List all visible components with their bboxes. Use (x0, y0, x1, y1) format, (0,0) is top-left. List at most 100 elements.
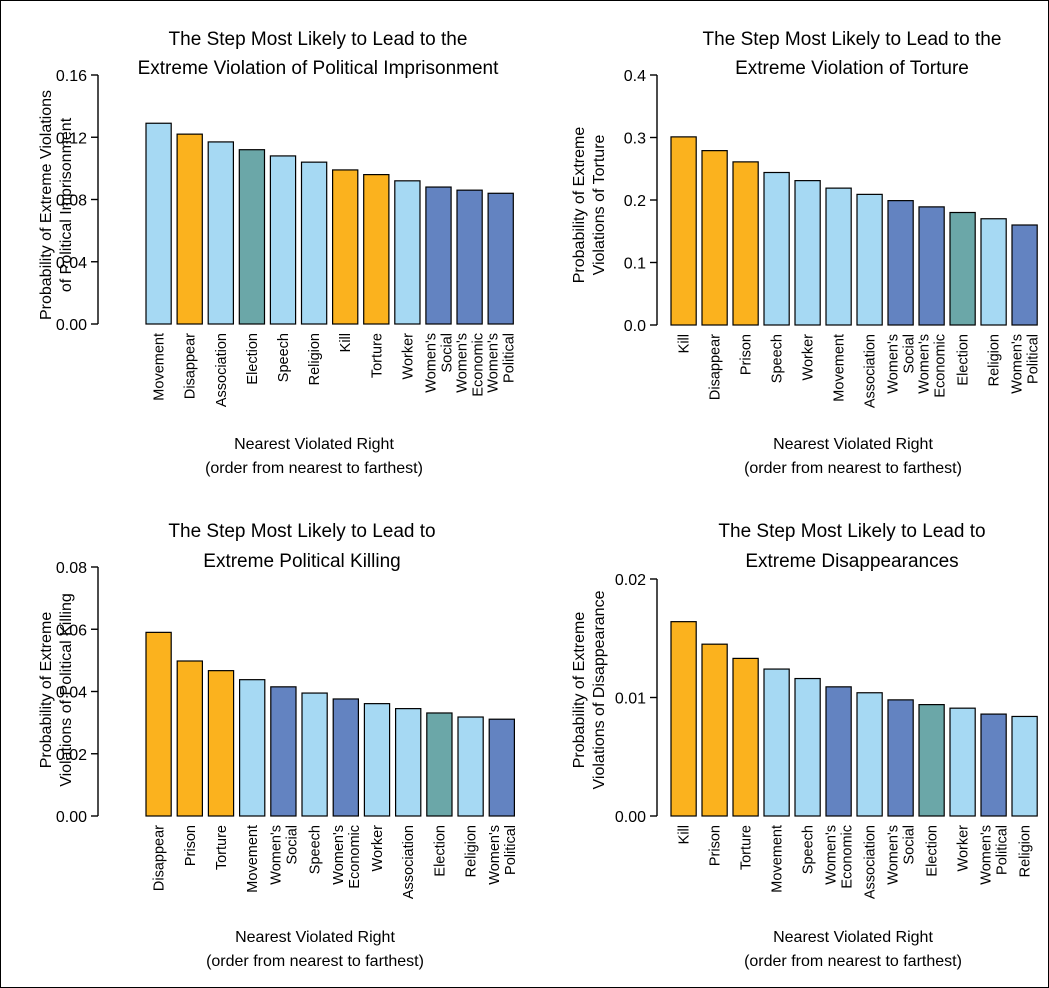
x-tick-label-line: Political (503, 825, 519, 875)
x-tick-label-line: Speech (276, 333, 292, 382)
bar (763, 171, 790, 326)
chart-title-line: The Step Most Likely to Lead to the (703, 29, 1002, 50)
x-tick-label: Prison (183, 825, 199, 866)
x-tick-label-line: Religion (307, 333, 323, 385)
bar (670, 621, 697, 817)
y-tick-label: 0.00 (56, 317, 87, 334)
x-tick-label: Women'sSocial (886, 825, 918, 885)
x-tick-label: Kill (677, 825, 693, 844)
y-tick-label: 0.00 (615, 809, 646, 826)
y-tick-label: 0.12 (56, 130, 87, 147)
bar (426, 712, 453, 817)
bar (487, 192, 514, 325)
x-tick-label: Disappear (183, 333, 199, 399)
x-tick-label: Women'sPolitical (487, 825, 519, 885)
x-tick-label-line: Association (401, 825, 417, 899)
x-tick-label-line: Election (245, 333, 261, 385)
x-tick-label-line: Worker (801, 334, 817, 381)
x-tick-label-line: Women's (486, 333, 502, 393)
bar (488, 718, 516, 817)
y-tick-label: 0.4 (624, 68, 646, 85)
x-tick-label-line: Religion (464, 825, 480, 877)
y-axis-label-line: Violations of Torture (591, 134, 608, 275)
x-tick-label-line: Prison (739, 334, 755, 375)
bar (670, 136, 697, 326)
x-tick-label-line: Election (432, 825, 448, 877)
x-tick-label-line: Torture (369, 333, 385, 378)
x-tick-label-line: Women's (824, 825, 840, 885)
x-tick-label-line: Economic (347, 825, 363, 889)
bar (794, 677, 821, 817)
x-tick-label: Prison (708, 825, 724, 866)
x-tick-label: Women'sPolitical (486, 333, 518, 393)
y-axis-label: Probability of Extreme Violations of Poli… (38, 90, 75, 320)
bar (701, 643, 728, 817)
bar (918, 704, 945, 817)
x-tick-label: Women'sEconomic (917, 334, 949, 398)
x-tick-label: Disappear (708, 334, 724, 400)
x-tick-label-line: Torture (214, 825, 230, 870)
bar (732, 161, 759, 326)
y-tick-label: 0.1 (624, 256, 646, 273)
chart-title-line: Extreme Political Killing (203, 551, 400, 572)
x-tick-label-line: Political (1026, 334, 1042, 384)
x-tick-label-line: Women's (424, 333, 440, 393)
bar (176, 660, 203, 817)
x-tick-label: Torture (739, 825, 755, 870)
chart-title-line: Extreme Violation of Torture (735, 58, 969, 79)
x-tick-label-line: Religion (1018, 825, 1034, 877)
x-tick-label: Women'sEconomic (455, 333, 487, 397)
bar (363, 703, 391, 817)
x-tick-label-line: Movement (832, 334, 848, 402)
x-axis-label-line: (order from nearest to farthest) (205, 460, 423, 477)
x-axis-label-line: Nearest Violated Right (235, 929, 395, 946)
x-tick-label-line: Election (956, 334, 972, 386)
x-tick-label-line: Economic (933, 334, 949, 398)
y-axis-label-line: of Political Imprisonment (58, 117, 75, 292)
x-tick-label-line: Movement (245, 825, 261, 893)
x-tick-label: Speech (770, 334, 786, 383)
x-tick-label-line: Women's (487, 825, 503, 885)
x-tick-label-line: Women's (455, 333, 471, 393)
chart-2: The Step Most Likely to Lead to the Extre… (571, 29, 1042, 477)
bar (457, 716, 484, 817)
x-tick-label-line: Worker (400, 333, 416, 380)
bar (825, 686, 852, 817)
x-tick-label-line: Women's (886, 825, 902, 885)
x-tick-label: Association (863, 334, 879, 408)
bar (176, 133, 203, 325)
bar (300, 161, 328, 325)
x-tick-label-line: Prison (183, 825, 199, 866)
x-tick-label: Religion (1018, 825, 1034, 877)
x-axis-label-line: Nearest Violated Right (234, 436, 394, 453)
x-tick-label: Worker (801, 334, 817, 381)
y-axis-label-line: Probability of Extreme Violations (38, 90, 55, 320)
bar (856, 692, 883, 817)
x-tick-label-line: Women's (886, 334, 902, 394)
y-tick-label: 0.3 (624, 131, 646, 148)
bar (887, 200, 914, 326)
x-tick-label: Women'sSocial (268, 825, 300, 885)
x-tick-label-line: Political (995, 825, 1011, 875)
y-tick-label: 0.01 (615, 691, 646, 708)
bar (918, 206, 945, 326)
x-tick-label: Religion (464, 825, 480, 877)
x-tick-label: Worker (956, 825, 972, 872)
y-axis-label-line: Probability of Extreme (571, 612, 588, 769)
bar (980, 218, 1007, 326)
x-tick-label-line: Women's (917, 334, 933, 394)
x-tick-label: Speech (801, 825, 817, 874)
bar (395, 708, 422, 817)
x-tick-label: Election (956, 334, 972, 386)
bar (270, 686, 297, 817)
x-tick-label: Kill (338, 333, 354, 352)
x-tick-label: Prison (739, 334, 755, 375)
x-tick-label: Disappear (152, 825, 168, 891)
x-tick-label: Election (432, 825, 448, 877)
chart-title-line: The Step Most Likely to Lead to the (169, 29, 468, 50)
x-tick-label-line: Political (502, 333, 518, 383)
bar (456, 189, 483, 325)
x-tick-label: Kill (677, 334, 693, 353)
x-tick-label-line: Women's (268, 825, 284, 885)
x-tick-label-line: Kill (677, 334, 693, 353)
